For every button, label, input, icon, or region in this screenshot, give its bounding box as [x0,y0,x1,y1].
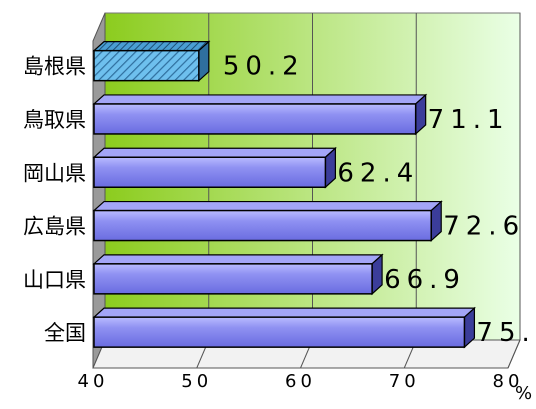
bar-top-face [92,254,384,265]
bar-front-face [93,316,466,348]
bar [92,200,443,242]
category-label: 鳥取県 [23,108,86,132]
x-tick-label: 80 [493,371,524,392]
bar [92,40,211,82]
value-label: 71.1 [428,105,510,135]
bar-front-face [93,209,432,242]
category-label: 岡山県 [23,161,86,185]
value-label: 72.6 [443,212,525,242]
bar [92,93,428,136]
bar [92,146,337,189]
value-label: 50.2 [223,52,305,82]
bar-front-face [93,156,327,188]
bar-top-face [92,200,443,212]
category-label: 島根県 [23,55,86,79]
x-axis-unit: % [515,383,532,404]
category-label: 全国 [44,321,86,345]
x-tick-label: 60 [285,371,316,392]
bar-front-face [93,49,200,82]
bar [92,253,384,296]
bar-top-face [92,94,428,105]
x-tick-label: 50 [181,371,212,392]
category-label: 山口県 [23,268,86,292]
x-tick-label: 40 [78,371,109,392]
bar-front-face [93,263,373,295]
bar-top-face [92,41,211,52]
value-label: 62.4 [337,158,419,188]
bar [92,306,476,349]
category-label: 広島県 [23,215,86,239]
value-label: 75.8 [476,318,536,348]
bar-front-face [93,103,417,135]
floor-gridline [507,339,521,369]
x-tick-label: 70 [389,371,420,392]
bar-top-face [92,307,476,318]
value-label: 66.9 [384,265,466,295]
bar-top-face [92,147,337,158]
